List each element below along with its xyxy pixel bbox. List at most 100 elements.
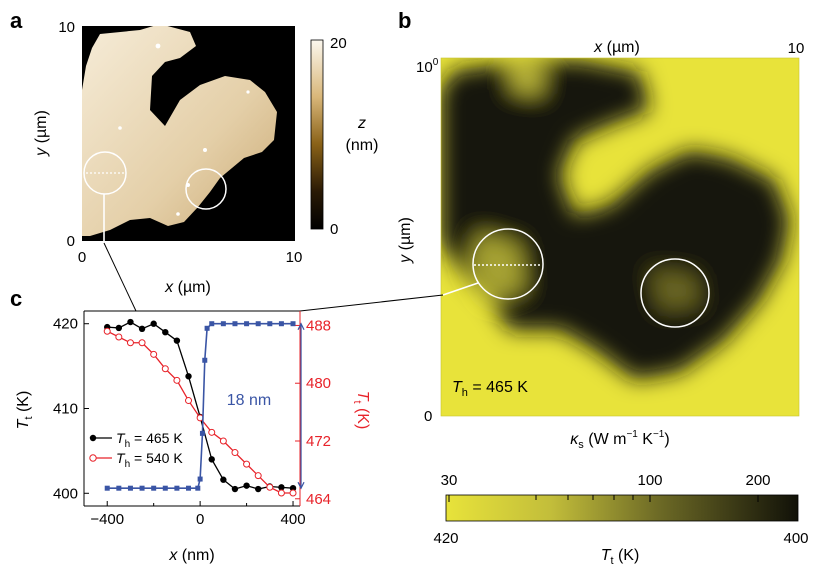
right-tick-label: 488 [306,317,331,334]
panel-b-xtick-right: 10 [788,40,805,57]
panel-b-label: b [398,8,411,33]
x-tick-label: 0 [196,511,204,528]
data-point [209,321,215,327]
data-point [104,485,110,491]
panel-b-annotation: Th = 465 K [452,379,528,399]
x-tick-label: −400 [90,511,124,528]
data-point [162,485,168,491]
data-point [138,325,146,333]
right-tick-label: 464 [306,491,331,508]
data-point [254,485,262,493]
panel-a-ytick-top: 10 [58,19,75,36]
data-point [232,321,238,327]
data-point [243,482,250,489]
data-point [162,328,169,336]
panel-b-xlabel: x (µm) [593,39,640,56]
panel-a-label: a [10,8,23,33]
panel-a-xtick-left: 0 [78,249,86,266]
panel-a-cbar-var: z [357,115,366,132]
panel-a-circle-left [83,151,127,195]
data-point [231,449,239,457]
data-point [266,483,274,491]
step-arrow-head-top [297,322,305,330]
data-point [151,485,157,491]
panel-a-colorbar [310,39,324,230]
connector-a-to-c [103,242,137,312]
panel-a-circle-right [185,168,227,210]
data-point [208,428,216,436]
data-point [254,472,262,480]
data-point [150,320,157,327]
data-point [173,337,181,344]
right-tick-label: 480 [306,375,331,392]
connector-b-to-c [299,294,444,312]
left-tick-label: 410 [53,401,78,418]
data-point [186,485,192,491]
data-point [255,321,261,327]
data-point [220,321,226,327]
legend-entry-540: Th = 540 K [116,450,183,470]
data-point [103,327,111,335]
data-point [197,476,203,482]
panel-b-kappa-label: κs (W m−1 K−1) [570,429,669,451]
data-point [139,485,145,491]
panel-b-circle-left [472,228,544,300]
data-point [204,325,210,331]
panel-a-xlabel: x (µm) [164,279,211,296]
kappa-tick-30: 30 [441,472,458,489]
panel-c-legend: Th = 465 K Th = 540 K [89,430,183,470]
data-point [278,321,284,327]
panel-c-right-ylabel: Tt (K) [351,391,371,430]
step-height-annotation: 18 nm [227,392,271,409]
data-point [115,324,123,332]
panel-b-circle-right [640,258,710,328]
x-tick-label: 400 [281,511,306,528]
kappa-ticks [448,495,759,502]
panel-b-image [441,58,799,416]
data-point [126,339,134,347]
data-point [289,489,297,497]
legend-entry-465: Th = 465 K [116,430,183,450]
data-point [174,485,180,491]
panel-c-left-ylabel: Tt (K) [15,391,35,430]
data-point [278,484,285,491]
right-tick-label: 472 [306,433,331,450]
panel-b-ylabel: y (µm) [397,217,414,264]
data-point [173,376,181,384]
data-point [127,318,134,326]
panel-a-cbar-unit: (nm) [346,137,379,154]
kappa-tick-200: 200 [745,472,770,489]
panel-c-label: c [10,286,22,311]
data-point [220,476,227,483]
left-tick-label: 400 [53,485,78,502]
data-point [138,339,146,347]
panel-c-chart: 400 410 420 464 472 480 488 −400 0 400 [53,310,331,528]
data-point [161,365,169,373]
data-point [231,485,239,493]
panel-a-cbar-tick-bottom: 0 [330,221,338,238]
data-point [195,485,201,491]
data-point [150,350,158,358]
data-point [199,430,205,436]
data-point [116,485,122,491]
data-point [185,373,192,380]
tt-colorbar-label: Tt (K) [601,547,640,567]
left-tick-label: 420 [53,316,78,333]
tt-tick-400: 400 [783,530,808,547]
data-point [127,485,133,491]
kappa-tick-100: 100 [637,472,662,489]
data-point [289,484,297,492]
panel-a-cbar-tick-top: 20 [330,35,347,52]
tt-tick-420: 420 [433,530,458,547]
panel-c-xlabel: x (nm) [168,547,214,564]
panel-b-colorbar [445,494,799,522]
data-point [185,397,193,405]
data-point [244,321,250,327]
data-point [202,357,208,363]
panel-b-ytick-top: 100 [416,57,439,76]
panel-a-ytick-bottom: 0 [67,233,75,250]
data-point [208,456,215,463]
data-point [290,321,296,327]
data-point [267,321,273,327]
